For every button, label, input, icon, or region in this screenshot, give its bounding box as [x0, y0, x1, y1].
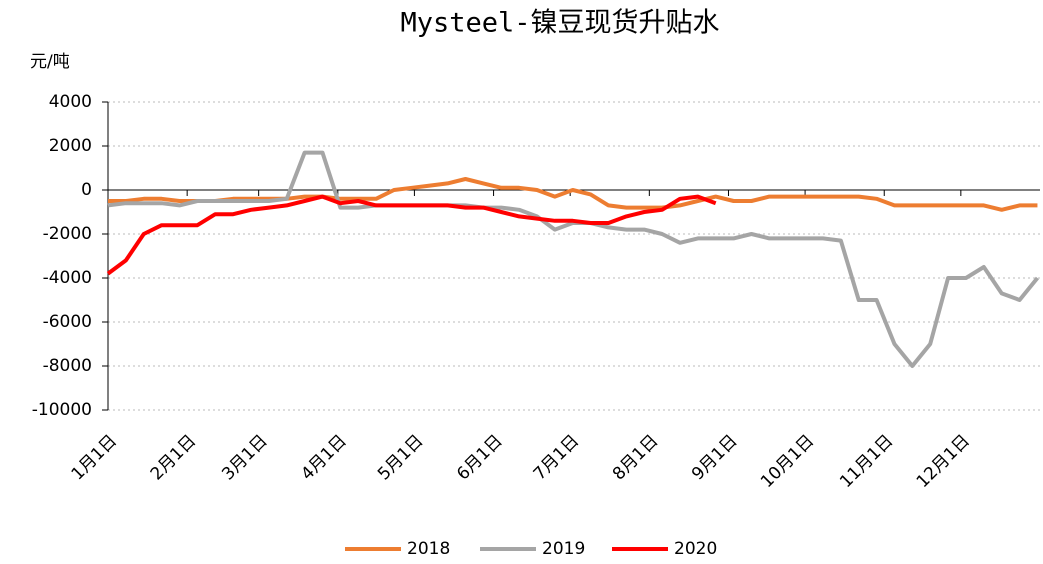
y-tick-label: -8000 [43, 356, 92, 376]
series-line [107, 150, 1040, 368]
y-tick-label: -10000 [32, 400, 92, 420]
series-line [106, 194, 717, 276]
x-tick-label: 4月1日 [297, 431, 350, 484]
x-tick-label: 9月1日 [688, 431, 741, 484]
x-tick-label: 3月1日 [218, 431, 271, 484]
y-tick-label: 2000 [49, 136, 92, 156]
y-tick-label: -4000 [43, 268, 92, 288]
y-tick-label: 4000 [49, 92, 92, 112]
y-tick-label: -6000 [43, 312, 92, 332]
x-tick-label: 1月1日 [68, 431, 121, 484]
x-tick-label: 2月1日 [147, 431, 200, 484]
legend-label: 2019 [542, 539, 585, 559]
x-tick-label: 12月1日 [913, 431, 974, 492]
x-tick-label: 5月1日 [374, 431, 427, 484]
legend-label: 2020 [674, 539, 717, 559]
legend-label: 2018 [407, 539, 450, 559]
x-tick-label: 11月1日 [836, 431, 897, 492]
x-tick-label: 8月1日 [609, 431, 662, 484]
y-tick-label: -2000 [43, 224, 92, 244]
x-tick-label: 7月1日 [530, 431, 583, 484]
series-line [108, 177, 1038, 212]
x-tick-label: 6月1日 [453, 431, 506, 484]
chart-title: Mysteel-镍豆现货升贴水 [400, 8, 719, 39]
y-tick-label: 0 [81, 180, 92, 200]
y-axis-label: 元/吨 [30, 52, 70, 72]
x-tick-label: 10月1日 [757, 431, 818, 492]
